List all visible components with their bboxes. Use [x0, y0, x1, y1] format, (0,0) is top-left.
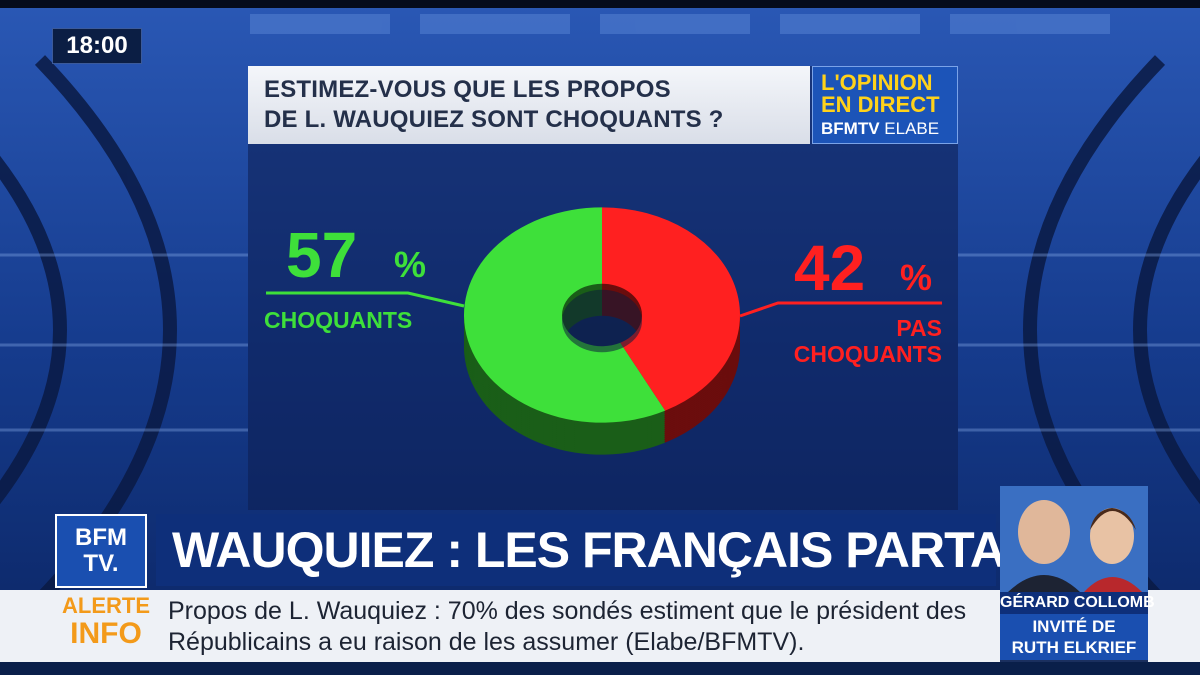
leader-line-pas-choquants — [739, 301, 942, 318]
info-label: INFO — [70, 617, 142, 650]
poll-question-line-2: DE L. WAUQUIEZ SONT CHOQUANTS ? — [264, 106, 724, 133]
poll-question-box: ESTIMEZ-VOUS QUE LES PROPOS DE L. WAUQUI… — [248, 66, 810, 144]
headline-text: WAUQUIEZ : LES FRANÇAIS PARTAGÉS — [172, 522, 1109, 578]
poll-question-line-1: ESTIMEZ-VOUS QUE LES PROPOS — [264, 76, 671, 103]
opinion-badge-brand-line: BFMTV ELABE — [821, 119, 939, 139]
guest-portraits — [1000, 486, 1148, 592]
donut-hole-shadow — [562, 289, 642, 353]
slice-choquants — [464, 207, 666, 423]
bottom-strip — [0, 662, 1200, 675]
guest-name: GÉRARD COLLOMB — [1000, 592, 1155, 614]
bfmtv-logo-text: BFM TV. — [75, 524, 127, 577]
guest-face-left — [1018, 500, 1070, 564]
unit-label-pas-choquants: % — [900, 257, 932, 298]
category-label-choquants: CHOQUANTS — [264, 307, 412, 333]
opinion-badge-line-1: L'OPINION — [821, 70, 933, 95]
category-label-pas-choquants: CHOQUANTS — [794, 341, 942, 367]
headline-banner: WAUQUIEZ : LES FRANÇAIS PARTAGÉS — [156, 514, 1123, 586]
guest-role: INVITÉ DE RUTH ELKRIEF — [1000, 614, 1148, 660]
ticker-text: Propos de L. Wauquiez : 70% des sondés e… — [168, 597, 967, 656]
opinion-badge-partner: ELABE — [884, 119, 940, 138]
guest-role-line-2: RUTH ELKRIEF — [1011, 638, 1137, 657]
leader-line-choquants — [266, 291, 465, 308]
guest-role-line-1: INVITÉ DE — [1032, 617, 1116, 636]
alerte-label: ALERTE — [62, 593, 150, 618]
opinion-en-direct-badge: L'OPINION EN DIRECT BFMTV ELABE — [812, 66, 958, 144]
bfmtv-logo: BFM TV. — [55, 514, 147, 588]
value-label-choquants: 57 — [286, 219, 357, 291]
category-label-pas-choquants: PAS — [896, 315, 942, 341]
headline-text-wrap: WAUQUIEZ : LES FRANÇAIS PARTAGÉS — [156, 521, 1123, 579]
opinion-badge-brand: BFMTV — [821, 119, 880, 138]
opinion-badge-line-2: EN DIRECT — [821, 92, 940, 117]
value-label-pas-choquants: 42 — [794, 232, 865, 304]
guest-face-right — [1090, 508, 1134, 564]
unit-label-choquants: % — [394, 244, 426, 285]
slice-pas-choquants — [602, 207, 740, 411]
clock: 18:00 — [52, 28, 142, 64]
alerte-info-label: ALERTE INFO — [56, 594, 156, 650]
